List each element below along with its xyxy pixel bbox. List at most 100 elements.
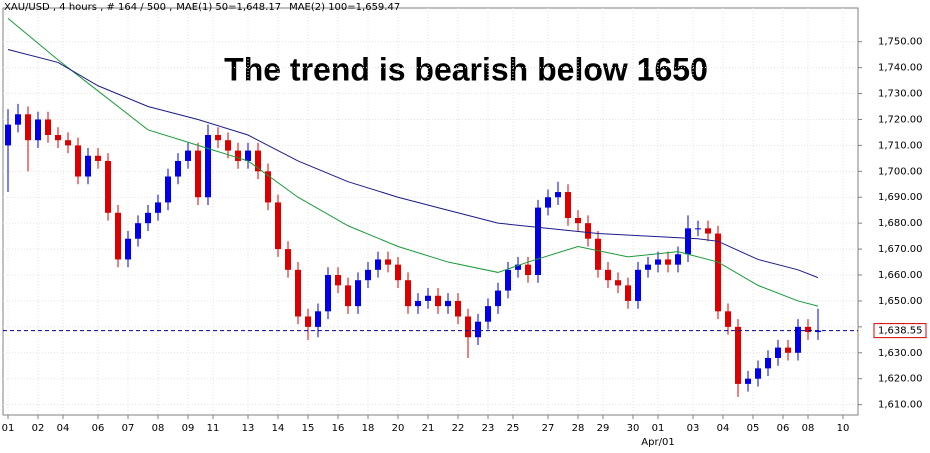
candle-body: [385, 259, 391, 265]
ma-line: [7, 48, 819, 279]
y-tick-label: 1,620.00: [878, 374, 923, 385]
x-tick-label: 10: [837, 423, 850, 434]
x-tick-label: 01: [652, 423, 665, 434]
x-tick-label: 22: [452, 423, 465, 434]
candle-body: [655, 259, 661, 265]
candle-body: [265, 171, 271, 203]
x-tick-label: 09: [182, 423, 195, 434]
candle-body: [105, 160, 111, 213]
x-tick-label: 28: [572, 423, 585, 434]
price-box: [873, 323, 927, 339]
candle-body: [555, 192, 561, 198]
candle-body: [455, 300, 461, 317]
candle-body: [15, 114, 21, 125]
candle-body: [765, 357, 771, 369]
candle-body: [465, 316, 471, 338]
candle-body: [735, 326, 741, 384]
y-tick-label: 1,750.00: [878, 37, 923, 48]
y-tick-label: 1,730.00: [878, 89, 923, 100]
plot-frame: [2, 7, 859, 416]
y-tick-label: 1,700.00: [878, 166, 923, 177]
candle-body: [335, 275, 341, 286]
candle-body: [245, 150, 251, 161]
candle-body: [755, 368, 761, 379]
x-tick-label: 29: [597, 423, 610, 434]
candle-body: [635, 269, 641, 301]
candle-body: [65, 140, 71, 146]
candle-body: [315, 311, 321, 327]
x-tick-label: 18: [362, 423, 375, 434]
x-tick-label: 14: [272, 423, 285, 434]
candle-body: [505, 269, 511, 291]
x-tick-label: 08: [802, 423, 815, 434]
candle-body: [355, 280, 361, 307]
candle-body: [35, 119, 41, 141]
candle-body: [5, 124, 11, 146]
y-tick-label: 1,630.00: [878, 348, 923, 359]
candle-body: [595, 238, 601, 270]
x-tick-label: 25: [507, 423, 520, 434]
candle-body: [85, 155, 91, 177]
candle-body: [365, 269, 371, 281]
x-sublabel: Apr/01: [641, 437, 674, 448]
annotation: The trend is bearish below 1650: [224, 51, 708, 87]
candle-body: [705, 228, 711, 234]
candle-body: [685, 228, 691, 255]
x-tick-label: 27: [542, 423, 555, 434]
candle-body: [375, 259, 381, 270]
candle-body: [235, 150, 241, 161]
candle-body: [205, 135, 211, 198]
candle-body: [525, 264, 531, 276]
x-tick-label: 01: [2, 423, 15, 434]
candle-body: [435, 295, 441, 307]
candle-body: [275, 202, 281, 250]
x-tick-label: 23: [482, 423, 495, 434]
price-label: 1,638.55: [878, 326, 923, 337]
candle-body: [775, 347, 781, 358]
y-tick-label: 1,710.00: [878, 140, 923, 151]
header-info: XAU/USD , 4 hours , # 164 / 500 ,: [4, 2, 172, 13]
candle-body: [445, 300, 451, 307]
candle-body: [25, 114, 31, 141]
ma-line: [7, 17, 819, 307]
candle-body: [185, 150, 191, 161]
candle-body: [115, 212, 121, 260]
candle-body: [665, 259, 671, 265]
candle-body: [75, 145, 81, 177]
y-tick-label: 1,680.00: [878, 218, 923, 229]
candle-body: [795, 326, 801, 353]
candle-body: [325, 275, 331, 312]
x-tick-label: 13: [242, 423, 255, 434]
x-tick-label: 08: [152, 423, 165, 434]
x-tick-label: 04: [717, 423, 730, 434]
candle-body: [55, 135, 61, 141]
candle-body: [255, 150, 261, 172]
candle-body: [485, 306, 491, 322]
x-tick-label: 16: [332, 423, 345, 434]
candle-body: [395, 264, 401, 281]
y-tick-label: 1,610.00: [878, 400, 923, 411]
legend-entry: MAE(2) 100=1,659.47: [289, 2, 400, 13]
candle-body: [575, 217, 581, 224]
y-tick-label: 1,660.00: [878, 270, 923, 281]
y-tick-label: 1,670.00: [878, 244, 923, 255]
candle-body: [405, 280, 411, 307]
x-tick-label: 11: [207, 423, 220, 434]
x-tick-label: 04: [57, 423, 70, 434]
x-tick-label: 21: [422, 423, 435, 434]
candle-body: [145, 212, 151, 224]
y-tick-label: 1,690.00: [878, 192, 923, 203]
candle-body: [305, 316, 311, 327]
candle-body: [285, 249, 291, 270]
candle-body: [125, 238, 131, 260]
candle-body: [195, 150, 201, 198]
candle-body: [645, 264, 651, 270]
candle-body: [175, 160, 181, 177]
x-tick-label: 30: [627, 423, 640, 434]
x-tick-label: 15: [302, 423, 315, 434]
candle-body: [345, 285, 351, 307]
y-tick-label: 1,720.00: [878, 114, 923, 125]
candle-body: [295, 269, 301, 317]
